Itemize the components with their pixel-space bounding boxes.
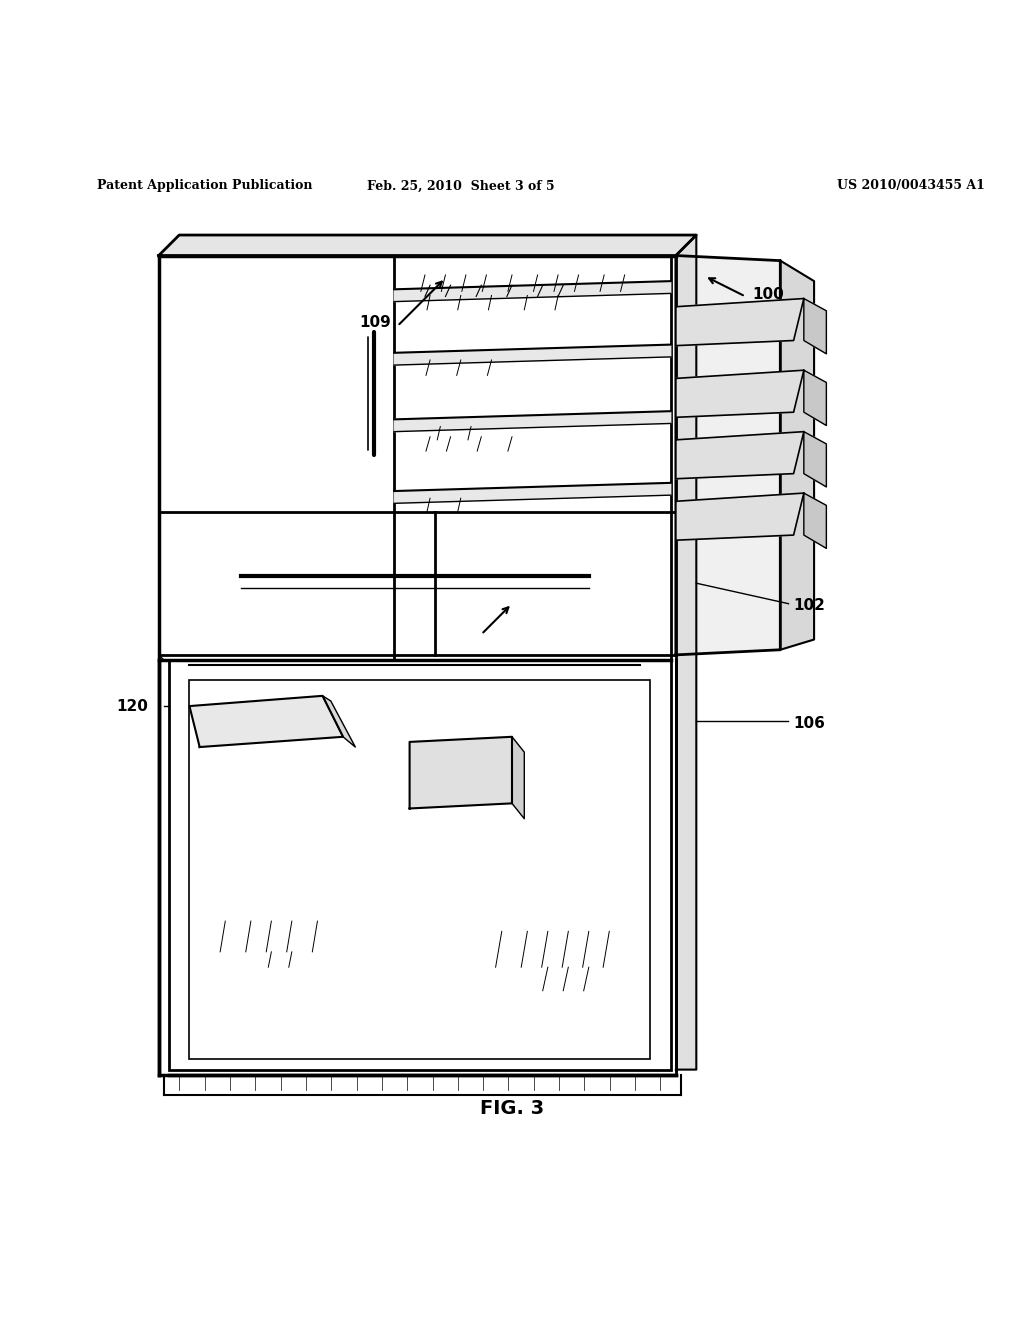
Polygon shape — [676, 256, 780, 655]
Text: 120: 120 — [117, 698, 148, 714]
Polygon shape — [394, 345, 671, 366]
Polygon shape — [804, 432, 826, 487]
Text: 106: 106 — [794, 715, 825, 731]
Text: US 2010/0043455 A1: US 2010/0043455 A1 — [838, 180, 985, 193]
Text: 102: 102 — [794, 598, 825, 614]
Polygon shape — [676, 432, 804, 479]
Polygon shape — [676, 298, 804, 346]
Polygon shape — [676, 494, 804, 540]
Polygon shape — [512, 737, 524, 818]
Polygon shape — [394, 281, 671, 301]
Polygon shape — [410, 737, 512, 808]
Polygon shape — [323, 696, 355, 747]
Text: Feb. 25, 2010  Sheet 3 of 5: Feb. 25, 2010 Sheet 3 of 5 — [367, 180, 555, 193]
Text: Patent Application Publication: Patent Application Publication — [97, 180, 312, 193]
Polygon shape — [804, 494, 826, 548]
Polygon shape — [676, 235, 696, 1069]
Text: 100: 100 — [753, 286, 784, 302]
Text: FIG. 3: FIG. 3 — [480, 1100, 544, 1118]
Polygon shape — [804, 298, 826, 354]
Polygon shape — [189, 696, 343, 747]
Polygon shape — [394, 483, 671, 503]
Polygon shape — [394, 411, 671, 432]
Polygon shape — [804, 370, 826, 425]
Text: 109: 109 — [359, 314, 391, 330]
Polygon shape — [780, 260, 814, 649]
Polygon shape — [159, 235, 696, 256]
Polygon shape — [676, 370, 804, 417]
